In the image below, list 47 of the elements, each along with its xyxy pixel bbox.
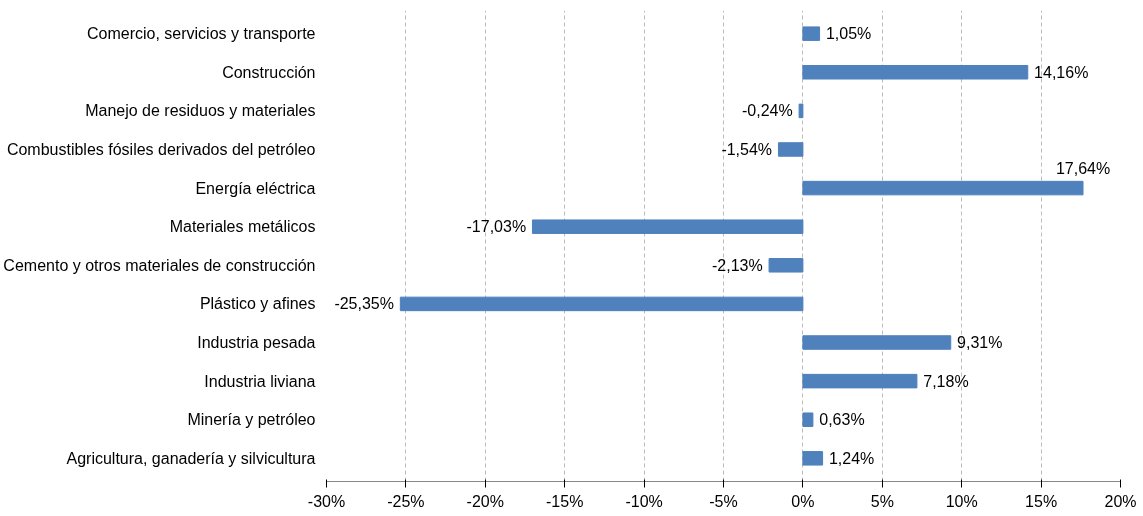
data-label: 1,05% xyxy=(825,25,872,43)
data-label: -1,54% xyxy=(721,140,773,158)
y-tick-label: Comercio, servicios y transporte xyxy=(86,25,316,43)
data-label: -0,24% xyxy=(742,102,793,120)
bar xyxy=(802,335,952,350)
data-label: 7,18% xyxy=(923,372,969,390)
data-label: 14,16% xyxy=(1034,63,1089,81)
x-tick-label: -10% xyxy=(625,492,663,510)
y-tick-label: Industria pesada xyxy=(197,334,316,352)
bar xyxy=(531,219,804,234)
y-tick-label: Plástico y afines xyxy=(199,295,316,313)
y-tick-label: Combustibles fósiles derivados del petróleo xyxy=(6,140,316,158)
bar xyxy=(802,180,1084,196)
data-label: 1,24% xyxy=(828,449,875,467)
y-tick-label: Cemento y otros materiales de construcción xyxy=(3,256,316,274)
x-tick-label: -25% xyxy=(387,492,425,510)
data-label: 17,64% xyxy=(1055,160,1111,178)
x-tick-label: -5% xyxy=(709,492,738,510)
y-tick-label: Minería y petróleo xyxy=(187,411,316,429)
y-tick-label: Construcción xyxy=(222,63,316,81)
data-label: -2,13% xyxy=(712,256,763,274)
bar xyxy=(777,142,804,157)
x-tick-label: 15% xyxy=(1025,492,1058,510)
bar xyxy=(798,103,804,119)
bar xyxy=(802,65,1029,80)
x-tick-label: -20% xyxy=(466,492,504,510)
data-label: -17,03% xyxy=(466,218,527,236)
bar xyxy=(802,373,918,389)
x-tick-label: 10% xyxy=(945,492,978,510)
bar xyxy=(802,26,821,41)
y-tick-label: Agricultura, ganadería y silvicultura xyxy=(66,449,316,467)
data-label: 9,31% xyxy=(957,334,1003,352)
bar xyxy=(399,296,804,312)
y-tick-label: Energía eléctrica xyxy=(195,179,316,197)
y-tick-label: Industria liviana xyxy=(204,372,316,390)
bar xyxy=(802,451,824,466)
bar xyxy=(802,412,814,427)
x-tick-label: -30% xyxy=(307,492,346,510)
data-label: -25,35% xyxy=(334,295,394,313)
data-label: 0,63% xyxy=(819,411,865,429)
y-tick-label: Materiales metálicos xyxy=(169,218,316,236)
x-tick-label: 5% xyxy=(870,492,894,510)
bar xyxy=(768,258,804,273)
x-tick-label: 0% xyxy=(791,492,815,510)
y-tick-label: Manejo de residuos y materiales xyxy=(85,102,316,120)
x-tick-label: 20% xyxy=(1104,492,1137,510)
x-tick-label: -15% xyxy=(546,492,584,510)
